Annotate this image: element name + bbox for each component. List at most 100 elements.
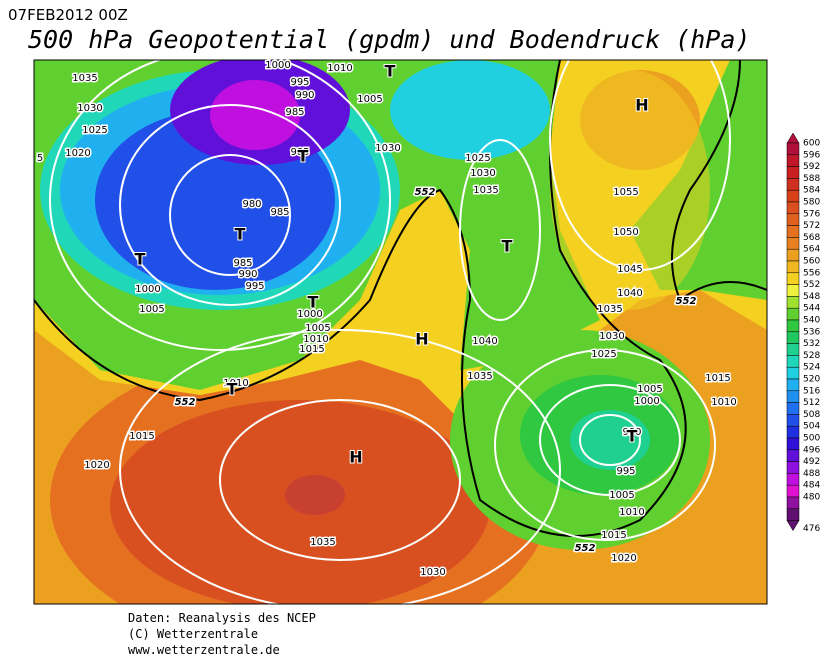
colorbar-swatch bbox=[786, 449, 800, 462]
isobar-label: 1040 bbox=[617, 288, 642, 299]
isobar-label: 1005 bbox=[637, 384, 662, 395]
colorbar-label: 588 bbox=[803, 174, 820, 184]
colorbar-swatch bbox=[786, 508, 800, 521]
map-frame bbox=[33, 59, 768, 605]
colorbar-label: 556 bbox=[803, 268, 820, 278]
colorbar-label: 568 bbox=[803, 233, 820, 243]
isobar-label: 1040 bbox=[472, 336, 497, 347]
isobar-label: 1035 bbox=[467, 371, 492, 382]
colorbar-label: 596 bbox=[803, 150, 820, 160]
colorbar-swatch bbox=[786, 248, 800, 262]
pressure-center: T bbox=[235, 225, 246, 244]
colorbar-label: 532 bbox=[803, 339, 820, 349]
pressure-center: T bbox=[385, 62, 396, 81]
isobar-label: 1005 bbox=[609, 490, 634, 501]
isobar-label: 1030 bbox=[375, 143, 400, 154]
colorbar-label: 564 bbox=[803, 245, 820, 255]
isobar-label: 985 bbox=[270, 207, 289, 218]
isobar-label: 1030 bbox=[470, 168, 495, 179]
colorbar-label: 476 bbox=[803, 524, 820, 534]
colorbar-label: 536 bbox=[803, 327, 820, 337]
colorbar-swatch bbox=[786, 272, 800, 285]
colorbar-label: 500 bbox=[803, 434, 820, 444]
pressure-center: T bbox=[298, 147, 309, 166]
colorbar-swatch bbox=[786, 366, 800, 380]
contour-label: 552 bbox=[415, 187, 436, 198]
isobar bbox=[459, 139, 541, 321]
colorbar-swatch bbox=[786, 296, 800, 309]
colorbar-swatch bbox=[786, 142, 800, 156]
colorbar-label: 512 bbox=[803, 398, 820, 408]
colorbar-swatch bbox=[786, 496, 800, 510]
colorbar-swatch bbox=[786, 425, 800, 439]
isobar-label: 1010 bbox=[711, 397, 736, 408]
isobar bbox=[549, 60, 731, 271]
field bbox=[390, 60, 550, 160]
isobar-label: 980 bbox=[242, 199, 261, 210]
contour-label: 552 bbox=[676, 296, 697, 307]
isobar-label: 995 bbox=[616, 466, 635, 477]
colorbar-swatch bbox=[786, 307, 800, 321]
isobar-label: 1025 bbox=[82, 125, 107, 136]
isobar-label: 1035 bbox=[72, 73, 97, 84]
isobar-label: 1025 bbox=[465, 153, 490, 164]
isobar bbox=[579, 414, 641, 466]
isobar-label: 1030 bbox=[599, 331, 624, 342]
colorbar-arrow-bottom bbox=[786, 520, 800, 532]
isobar-label: 1010 bbox=[327, 63, 352, 74]
colorbar-swatch bbox=[786, 343, 800, 356]
colorbar-swatch bbox=[786, 484, 800, 498]
colorbar-swatch bbox=[786, 178, 800, 191]
pressure-center: H bbox=[415, 330, 428, 349]
isobar-label: 995 bbox=[245, 281, 264, 292]
isobar-label: 1030 bbox=[420, 567, 445, 578]
colorbar-swatch bbox=[786, 461, 800, 474]
colorbar-swatch bbox=[786, 284, 800, 297]
colorbar-label: 548 bbox=[803, 292, 820, 302]
colorbar-swatch bbox=[786, 213, 800, 226]
pressure-center: T bbox=[227, 380, 238, 399]
isobar-label: 990 bbox=[622, 427, 641, 438]
colorbar-label: 488 bbox=[803, 469, 820, 479]
colorbar-label: 576 bbox=[803, 209, 820, 219]
colorbar-label: 496 bbox=[803, 445, 820, 455]
isobar-label: 1035 bbox=[597, 304, 622, 315]
colorbar-label: 504 bbox=[803, 422, 820, 432]
isobar-label: 1020 bbox=[65, 148, 90, 159]
colorbar-label: 480 bbox=[803, 493, 820, 503]
date: 07FEB2012 00Z bbox=[8, 6, 128, 24]
colorbar-swatch bbox=[786, 402, 800, 415]
isobar-label: 1010 bbox=[619, 507, 644, 518]
isobar-label: 1015 bbox=[601, 530, 626, 541]
colorbar-swatch bbox=[786, 189, 800, 203]
footer-copyright: (C) Wetterzentrale bbox=[128, 627, 258, 641]
colorbar-swatch bbox=[786, 473, 800, 486]
colorbar-label: 524 bbox=[803, 363, 820, 373]
colorbar-label: 560 bbox=[803, 257, 820, 267]
isobar-label: 985 bbox=[233, 258, 252, 269]
colorbar-label: 528 bbox=[803, 351, 820, 361]
isobar-label: 995 bbox=[290, 77, 309, 88]
isobar bbox=[494, 349, 716, 541]
isobar-label: 1005 bbox=[305, 323, 330, 334]
isobar bbox=[119, 329, 561, 604]
colorbar-label: 484 bbox=[803, 481, 820, 491]
colorbar-swatch bbox=[786, 225, 800, 238]
pressure-center: H bbox=[635, 96, 648, 115]
colorbar-label: 508 bbox=[803, 410, 820, 420]
contour-label: 552 bbox=[175, 397, 196, 408]
colorbar-swatch bbox=[786, 260, 800, 274]
colorbar-swatch bbox=[786, 154, 800, 167]
isobar-label: 1005 bbox=[139, 304, 164, 315]
isobar-label: 985 bbox=[285, 107, 304, 118]
colorbar-label: 584 bbox=[803, 186, 820, 196]
isobar-label: 1020 bbox=[84, 460, 109, 471]
isobar-label: 1030 bbox=[77, 103, 102, 114]
footer-url: www.wetterzentrale.de bbox=[128, 643, 280, 657]
colorbar-label: 572 bbox=[803, 221, 820, 231]
colorbar-label: 516 bbox=[803, 386, 820, 396]
isobar bbox=[219, 399, 461, 561]
